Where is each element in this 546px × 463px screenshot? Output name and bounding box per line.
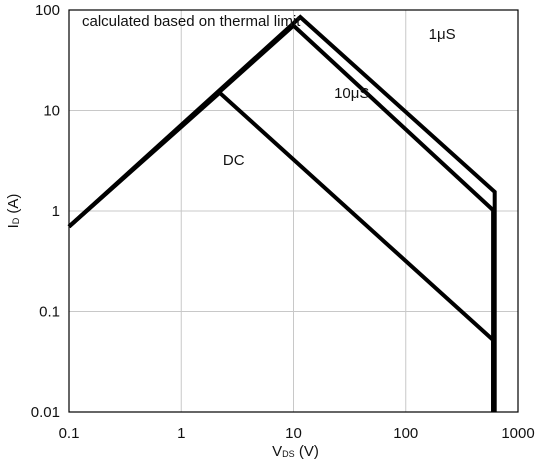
- series-line-2: [67, 14, 497, 412]
- y-tick-label: 1: [52, 203, 60, 220]
- x-tick-label: 100: [393, 425, 418, 442]
- plot-frame: [68, 9, 519, 413]
- series-label-1: 10μS: [334, 85, 369, 102]
- tick-labels: 0.1 1 10 100 1000 0.01 0.1 1 10 100: [31, 2, 535, 442]
- series-labels: DC 10μS 1μS: [223, 26, 456, 169]
- y-tick-label: 100: [35, 2, 60, 19]
- x-axis-label: VDS (V): [272, 443, 319, 460]
- y-axis-label-sub: D: [11, 217, 21, 224]
- x-tick-label: 0.1: [59, 425, 80, 442]
- x-tick-label: 10: [285, 425, 302, 442]
- series-lines: [67, 14, 497, 412]
- chart-annotation: calculated based on thermal limit: [82, 13, 301, 30]
- series-label-2: 1μS: [429, 26, 456, 43]
- x-tick-label: 1000: [501, 425, 534, 442]
- y-axis-label: ID (A): [5, 194, 22, 229]
- x-axis-label-unit: (V): [295, 443, 319, 460]
- y-axis-label-main: I: [5, 224, 22, 228]
- y-axis-label-unit: (A): [5, 194, 22, 218]
- x-axis-label-sub: DS: [282, 449, 295, 459]
- x-tick-label: 1: [177, 425, 185, 442]
- series-label-0: DC: [223, 152, 245, 169]
- y-tick-label: 0.1: [39, 304, 60, 321]
- x-axis-label-main: V: [272, 443, 282, 460]
- y-tick-label: 0.01: [31, 404, 60, 421]
- y-tick-label: 10: [43, 103, 60, 120]
